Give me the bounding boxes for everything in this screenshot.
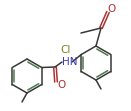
Text: Cl: Cl xyxy=(60,45,70,55)
Text: O: O xyxy=(107,4,115,14)
Text: O: O xyxy=(58,80,66,90)
Text: HN: HN xyxy=(62,57,78,67)
